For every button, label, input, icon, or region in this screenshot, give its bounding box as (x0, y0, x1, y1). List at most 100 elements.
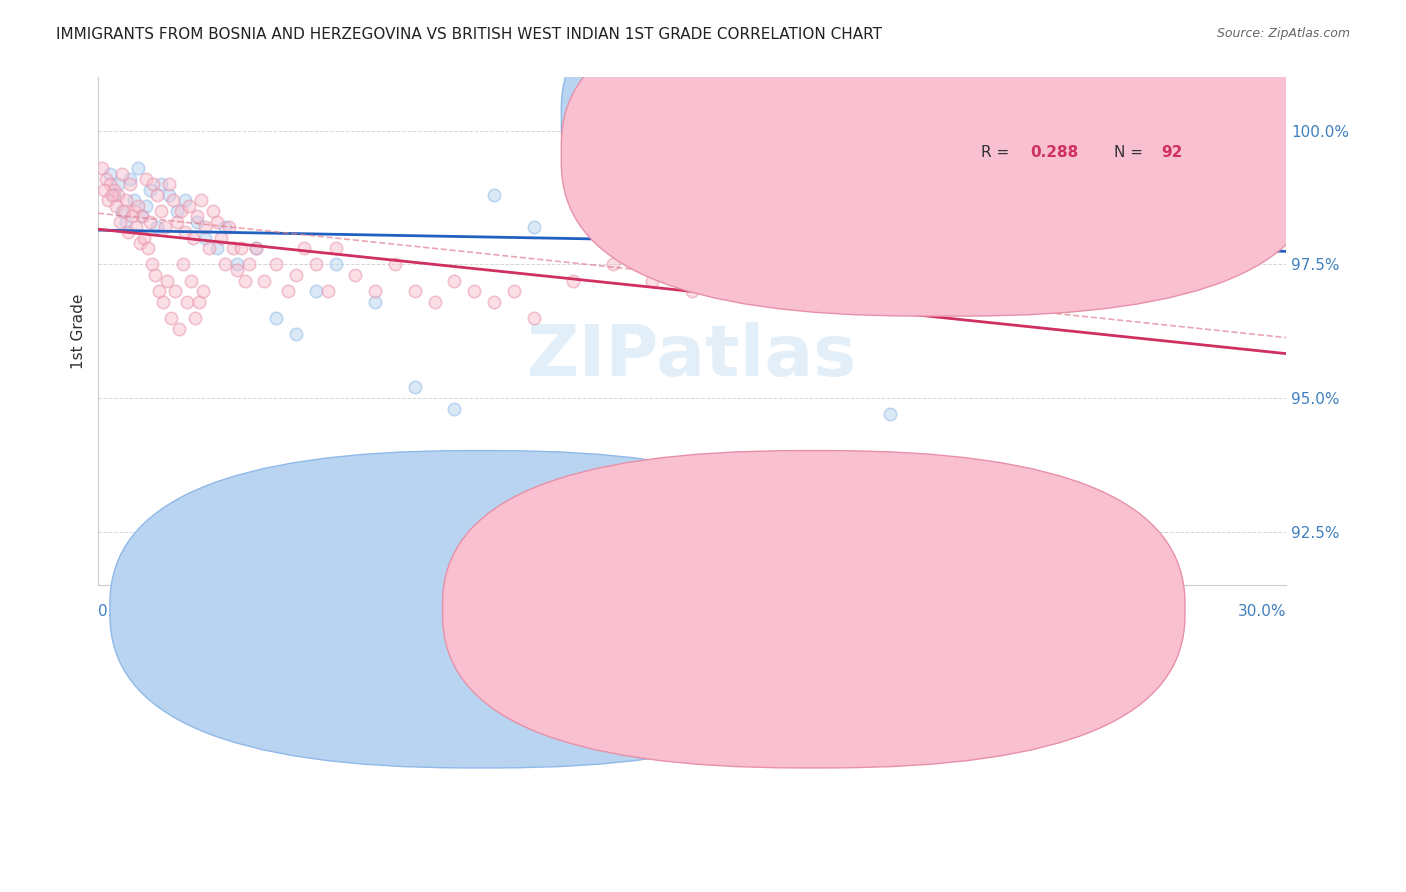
FancyBboxPatch shape (561, 0, 1322, 280)
Text: N =: N = (1114, 111, 1147, 126)
Point (98, 178, 121, 192)
Text: IMMIGRANTS FROM BOSNIA AND HERZEGOVINA VS BRITISH WEST INDIAN 1ST GRADE CORRELAT: IMMIGRANTS FROM BOSNIA AND HERZEGOVINA V… (56, 27, 882, 42)
Point (957, 215, 980, 229)
Point (316, 284, 339, 298)
Point (118, 172, 141, 186)
Text: 30.0%: 30.0% (1237, 604, 1286, 619)
Point (305, 258, 328, 272)
Point (482, 188, 505, 202)
Point (404, 380, 426, 394)
Point (209, 231, 232, 245)
Point (150, 178, 173, 192)
Point (135, 199, 157, 213)
Point (1256, 113, 1278, 128)
Point (641, 273, 664, 287)
Point (131, 210, 153, 224)
Point (879, 242, 901, 256)
Point (800, 231, 823, 245)
Point (285, 268, 308, 282)
Point (91, 161, 114, 176)
Point (127, 161, 149, 176)
Point (156, 273, 179, 287)
Point (142, 178, 165, 192)
Point (221, 242, 243, 256)
Point (138, 183, 160, 197)
Point (108, 215, 131, 229)
Point (364, 294, 387, 309)
Point (127, 199, 149, 213)
Point (97, 194, 120, 208)
Point (167, 321, 190, 335)
Text: 0.288: 0.288 (1031, 145, 1078, 160)
Point (443, 401, 465, 416)
Point (423, 294, 446, 309)
Point (214, 258, 236, 272)
Point (107, 188, 129, 202)
Point (98, 167, 121, 181)
Point (122, 204, 145, 219)
Point (128, 236, 150, 251)
Point (176, 294, 198, 309)
Point (800, 268, 823, 282)
Text: 0.217: 0.217 (1031, 111, 1078, 126)
Text: N =: N = (1114, 145, 1147, 160)
Point (170, 204, 193, 219)
Point (681, 204, 703, 219)
Point (145, 268, 167, 282)
Point (761, 258, 783, 272)
Text: 92: 92 (1161, 145, 1182, 160)
Point (165, 284, 187, 298)
Point (122, 194, 145, 208)
Point (146, 188, 169, 202)
Point (214, 220, 236, 235)
Text: ZIPatlas: ZIPatlas (527, 322, 858, 392)
Point (132, 231, 155, 245)
Point (194, 220, 217, 235)
Point (198, 242, 221, 256)
Point (150, 204, 173, 219)
Point (190, 194, 212, 208)
Point (839, 258, 862, 272)
Point (364, 284, 387, 298)
Point (225, 263, 247, 277)
FancyBboxPatch shape (889, 100, 1292, 184)
Point (879, 407, 901, 421)
Point (205, 215, 228, 229)
Point (245, 242, 267, 256)
Point (264, 310, 287, 325)
Point (384, 258, 406, 272)
Point (124, 220, 146, 235)
Point (253, 273, 276, 287)
Point (111, 167, 134, 181)
Point (103, 188, 125, 202)
Point (463, 284, 485, 298)
Point (157, 178, 180, 192)
Text: R =: R = (980, 111, 1014, 126)
Point (180, 273, 202, 287)
Point (155, 220, 177, 235)
Y-axis label: 1st Grade: 1st Grade (72, 293, 86, 369)
Point (404, 284, 426, 298)
Point (186, 215, 208, 229)
Point (135, 172, 157, 186)
Point (201, 204, 224, 219)
Point (285, 326, 308, 341)
Point (152, 294, 174, 309)
Point (107, 178, 129, 192)
Point (117, 226, 139, 240)
Point (325, 242, 347, 256)
FancyBboxPatch shape (561, 0, 1322, 316)
Point (225, 258, 247, 272)
Point (681, 284, 703, 298)
Point (218, 220, 240, 235)
Point (111, 204, 134, 219)
Point (1077, 231, 1099, 245)
Point (292, 242, 315, 256)
Point (443, 273, 465, 287)
Point (602, 258, 624, 272)
Point (233, 273, 256, 287)
Point (174, 226, 197, 240)
Text: 0.0%: 0.0% (98, 604, 136, 619)
Point (1195, 204, 1218, 219)
Point (179, 199, 201, 213)
